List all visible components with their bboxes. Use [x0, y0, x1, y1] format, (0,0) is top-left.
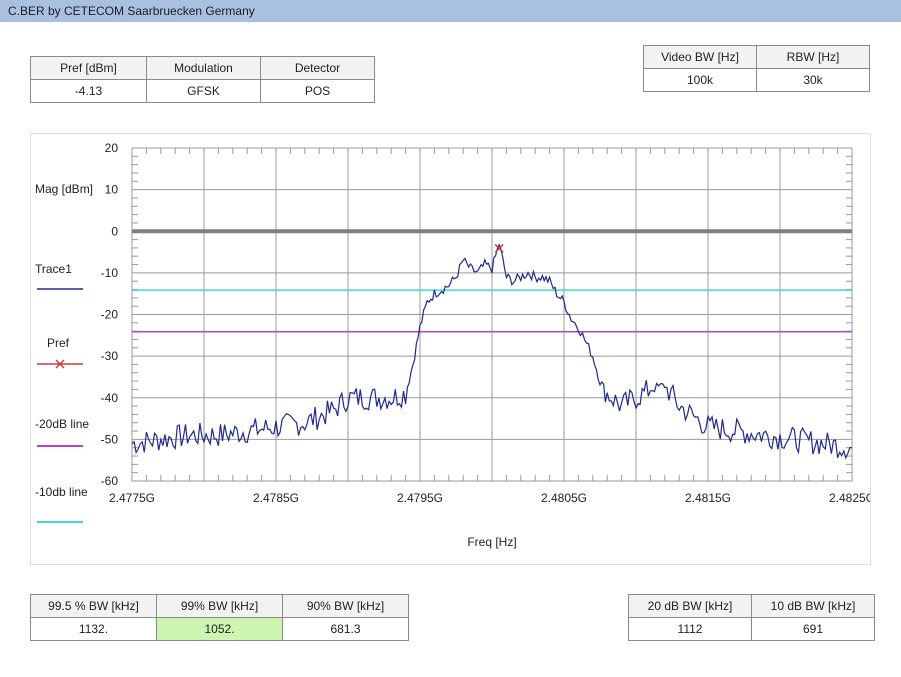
x-tick-label: 2.4795G: [397, 491, 443, 505]
detector-header: Detector: [260, 56, 375, 80]
pref-marker: [494, 243, 504, 253]
y-tick-label: -40: [101, 391, 119, 405]
video-bw-value: 100k: [643, 68, 757, 92]
x-tick-label: 2.4805G: [541, 491, 587, 505]
db-bw-table: 20 dB BW [kHz] 10 dB BW [kHz] 1112 691: [628, 594, 875, 641]
y-tick-label: 20: [105, 141, 119, 155]
pref-header: Pref [dBm]: [30, 56, 147, 80]
detector-value: POS: [260, 79, 375, 103]
y-tick-label: -20: [101, 308, 119, 322]
x-tick-label: 2.4825G: [829, 491, 870, 505]
bw-10db-header: 10 dB BW [kHz]: [751, 594, 875, 618]
modulation-header: Modulation: [146, 56, 261, 80]
legend-20db-label: -20dB line: [35, 417, 89, 431]
legend-pref-marker: [55, 359, 65, 369]
pref-value: -4.13: [30, 79, 147, 103]
bw-10db-value: 691: [751, 617, 875, 641]
x-tick-label: 2.4775G: [109, 491, 155, 505]
bw-20db-value: 1112: [628, 617, 752, 641]
y-tick-label: 10: [105, 183, 119, 197]
window-titlebar: C.BER by CETECOM Saarbruecken Germany: [0, 0, 901, 22]
bw-99-header: 99% BW [kHz]: [156, 594, 283, 618]
video-bw-header: Video BW [Hz]: [643, 45, 757, 69]
legend-10db-label: -10db line: [35, 485, 88, 499]
y-tick-label: -50: [101, 432, 119, 446]
x-axis-label: Freq [Hz]: [467, 535, 516, 549]
bw-99-value: 1052.: [156, 617, 283, 641]
y-tick-label: -30: [101, 349, 119, 363]
spectrum-chart: 20 10 0 -10 -20 -30 -40 -50 -60 2.4775G 2.4785G 2.4…: [35, 141, 875, 549]
spectrum-chart-panel: 20 10 0 -10 -20 -30 -40 -50 -60 2.4775G 2.4785G 2.4…: [30, 133, 875, 565]
bw-99-5-header: 99.5 % BW [kHz]: [30, 594, 157, 618]
y-tick-label: -60: [101, 474, 119, 488]
window-title: C.BER by CETECOM Saarbruecken Germany: [8, 4, 255, 18]
bandwidth-settings-table: Video BW [Hz] RBW [Hz] 100k 30k: [643, 45, 870, 92]
bw-99-5-value: 1132.: [30, 617, 157, 641]
trace1-line: [131, 243, 853, 460]
y-axis-label: Mag [dBm]: [35, 182, 93, 196]
y-tick-label: -10: [101, 266, 119, 280]
occupied-bw-table: 99.5 % BW [kHz] 99% BW [kHz] 90% BW [kHz…: [30, 594, 409, 641]
bw-90-value: 681.3: [282, 617, 409, 641]
legend-trace1-label: Trace1: [35, 262, 72, 276]
x-tick-label: 2.4785G: [253, 491, 299, 505]
signal-params-table: Pref [dBm] Modulation Detector -4.13 GFS…: [30, 56, 375, 103]
modulation-value: GFSK: [146, 79, 261, 103]
rbw-header: RBW [Hz]: [756, 45, 870, 69]
rbw-value: 30k: [756, 68, 870, 92]
y-tick-label: 0: [111, 224, 118, 238]
legend-pref-label: Pref: [47, 336, 70, 350]
x-tick-label: 2.4815G: [685, 491, 731, 505]
bw-90-header: 90% BW [kHz]: [282, 594, 409, 618]
bw-20db-header: 20 dB BW [kHz]: [628, 594, 752, 618]
